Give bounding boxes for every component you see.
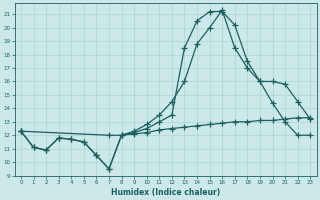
- X-axis label: Humidex (Indice chaleur): Humidex (Indice chaleur): [111, 188, 220, 197]
